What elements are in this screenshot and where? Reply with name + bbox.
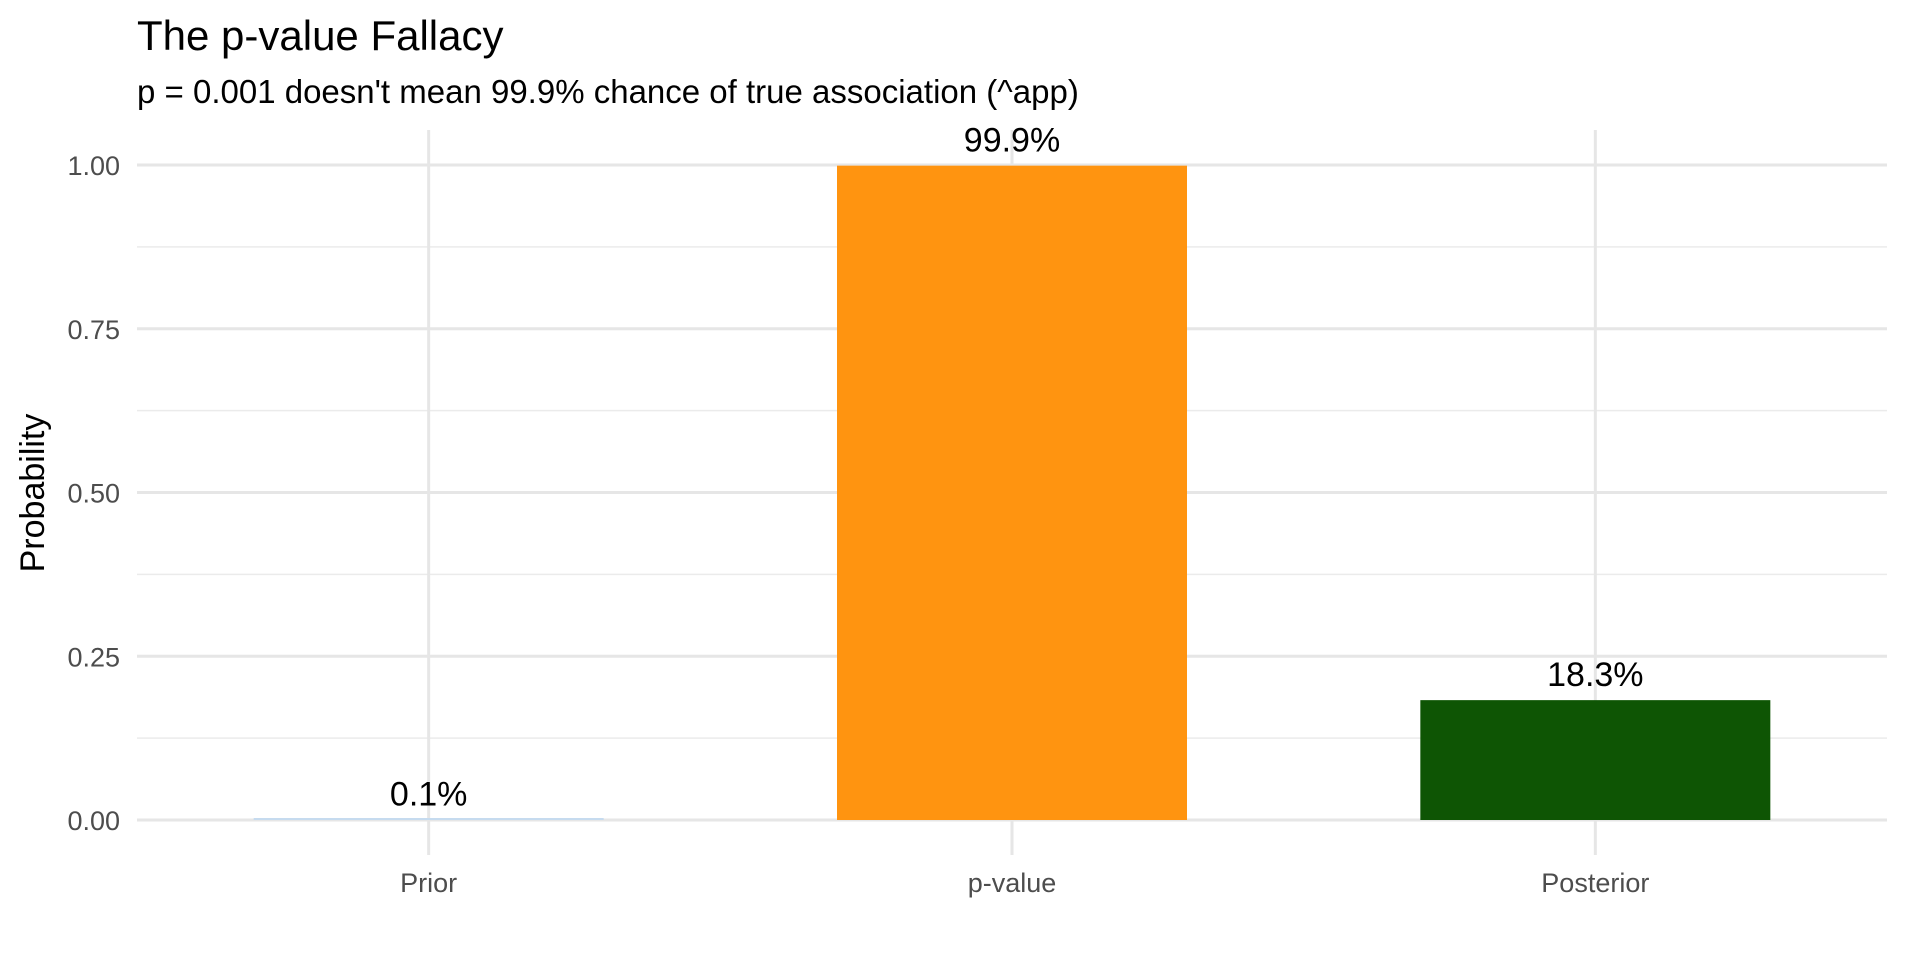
data-label: 0.1% <box>390 775 468 813</box>
data-labels: 0.1% 99.9% 18.3% <box>390 122 1644 814</box>
x-tick-label: Posterior <box>1541 868 1649 898</box>
bar-p-value <box>837 165 1187 820</box>
axes: 0.00 0.25 0.50 0.75 1.00 Prior p-value Posterio… <box>67 151 1649 898</box>
y-tick-label: 0.50 <box>67 479 120 509</box>
x-tick-label: Prior <box>400 868 457 898</box>
y-axis-title: Probability <box>14 414 52 573</box>
y-tick-label: 0.00 <box>67 806 120 836</box>
chart-subtitle: p = 0.001 doesn't mean 99.9% chance of t… <box>137 73 1079 110</box>
y-tick-label: 1.00 <box>67 151 120 181</box>
data-label: 99.9% <box>964 122 1060 160</box>
bar-prior <box>253 818 604 820</box>
y-tick-label: 0.25 <box>67 642 120 672</box>
bars <box>253 165 1771 820</box>
bar-posterior <box>1420 700 1771 820</box>
y-tick-label: 0.75 <box>67 315 120 345</box>
data-label: 18.3% <box>1547 656 1643 694</box>
chart-title: The p-value Fallacy <box>137 12 504 59</box>
x-tick-label: p-value <box>968 868 1057 898</box>
